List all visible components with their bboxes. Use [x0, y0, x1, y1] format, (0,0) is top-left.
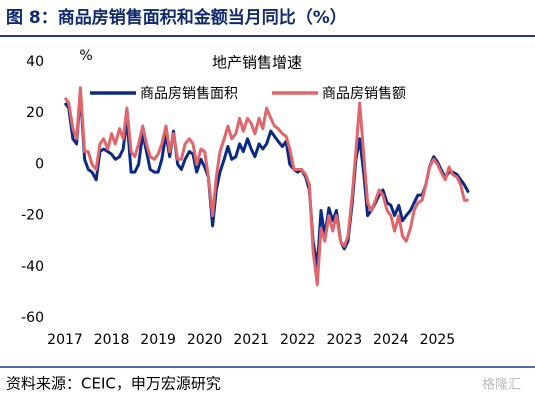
x-tick-label: 2023	[326, 332, 362, 348]
x-tick-label: 2020	[187, 332, 223, 348]
x-tick-label: 2024	[373, 332, 409, 348]
y-axis-label: %	[79, 48, 92, 64]
x-tick-label: 2017	[47, 332, 83, 348]
y-tick-label: -20	[21, 208, 44, 224]
legend-label: 商品房销售额	[322, 86, 406, 102]
y-tick-label: 0	[35, 156, 44, 172]
x-tick-label: 2019	[140, 332, 176, 348]
x-tick-label: 2021	[233, 332, 269, 348]
y-tick-label: -60	[21, 310, 44, 326]
x-tick-label: 2025	[420, 332, 456, 348]
legend-label: 商品房销售面积	[140, 86, 238, 102]
y-tick-label: 40	[26, 54, 44, 70]
x-tick-label: 2018	[94, 332, 130, 348]
y-tick-label: 20	[26, 105, 44, 121]
series-line	[63, 91, 470, 269]
source-note: 资料来源：CEIC，申万宏源研究	[6, 375, 221, 393]
y-tick-label: -40	[21, 259, 44, 275]
chart-subtitle: 地产销售增速	[212, 54, 302, 72]
x-tick-label: 2022	[280, 332, 316, 348]
chart-title: 图 8：商品房销售面积和金额当月同比（%）	[6, 7, 347, 28]
series-line	[63, 86, 469, 287]
watermark: 格隆汇	[482, 377, 521, 393]
